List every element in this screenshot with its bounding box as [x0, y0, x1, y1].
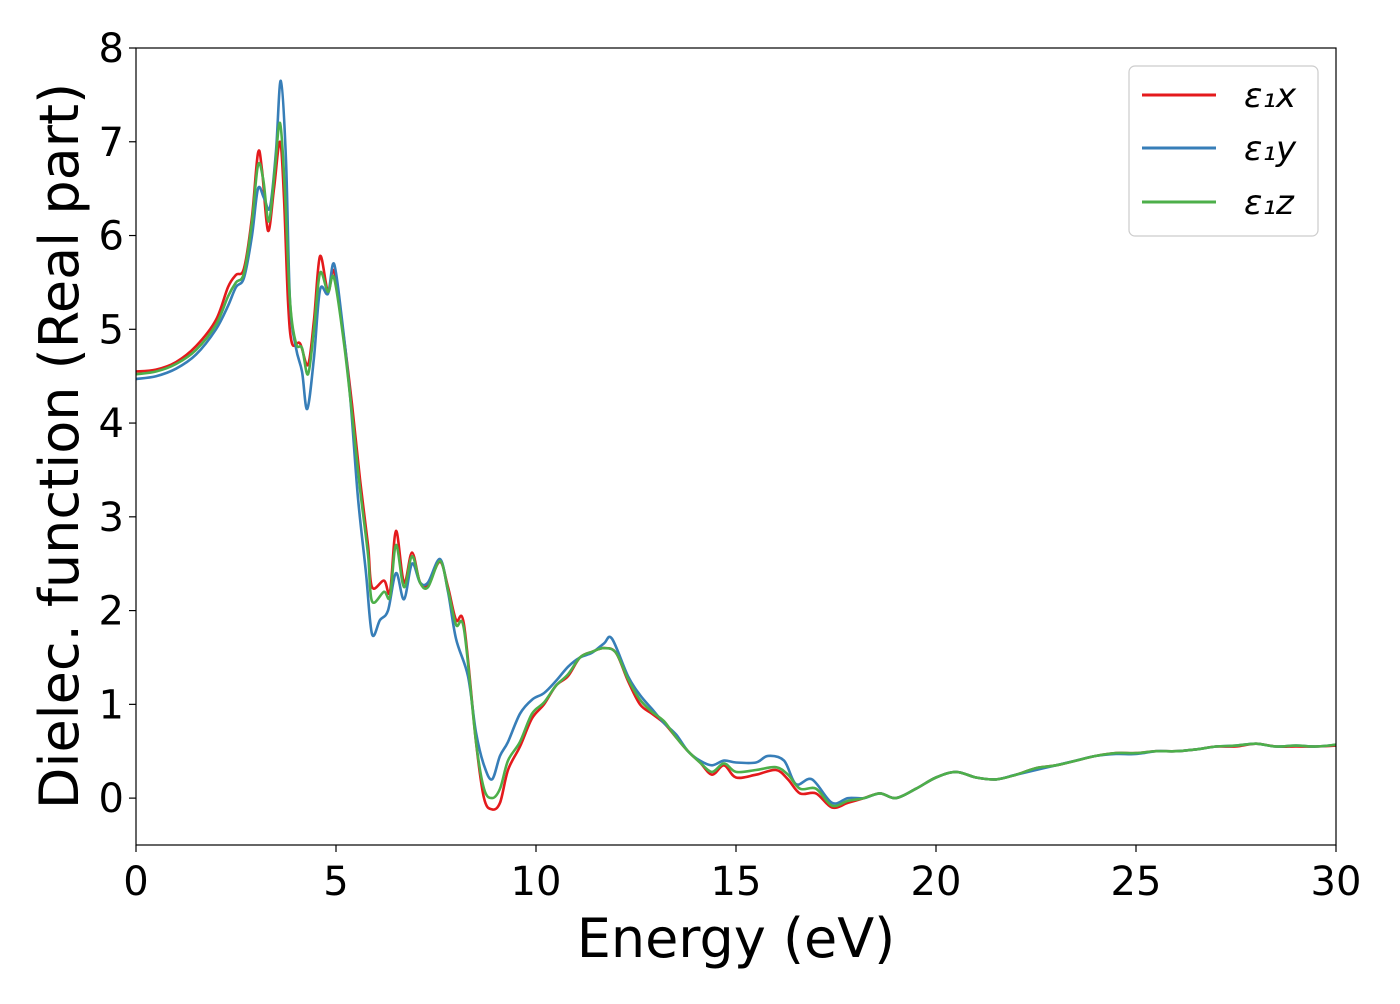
- y-tick-label: 5: [99, 307, 124, 353]
- x-tick-label: 5: [323, 859, 348, 905]
- x-axis-title: Energy (eV): [577, 907, 896, 970]
- x-tick-label: 10: [511, 859, 562, 905]
- x-tick-label: 25: [1111, 859, 1162, 905]
- x-tick-label: 15: [711, 859, 762, 905]
- y-tick-label: 4: [99, 401, 124, 447]
- y-tick-label: 1: [99, 682, 124, 728]
- x-tick-label: 20: [911, 859, 962, 905]
- legend: ε₁x ε₁y ε₁z: [1128, 65, 1319, 237]
- y-tick-label: 7: [99, 120, 124, 166]
- x-tick-label: 30: [1311, 859, 1362, 905]
- y-axis-title: Dielec. function (Real part): [28, 83, 91, 809]
- legend-box: [1128, 65, 1319, 237]
- legend-label-y: ε₁y: [1244, 129, 1297, 169]
- y-tick-label: 8: [99, 26, 124, 72]
- legend-label-x: ε₁x: [1244, 76, 1297, 116]
- y-axis: 0 1 2 3 4 5 6 7 8: [99, 26, 136, 822]
- x-tick-label: 0: [123, 859, 148, 905]
- y-tick-label: 3: [99, 495, 124, 541]
- y-tick-label: 0: [99, 776, 124, 822]
- series-layer: [135, 79, 1337, 811]
- series-line-z: [135, 121, 1337, 808]
- legend-label-z: ε₁z: [1244, 183, 1295, 223]
- y-tick-label: 2: [99, 589, 124, 635]
- y-tick-label: 6: [99, 214, 124, 260]
- x-axis: 0 5 10 15 20 25 30: [123, 845, 1361, 905]
